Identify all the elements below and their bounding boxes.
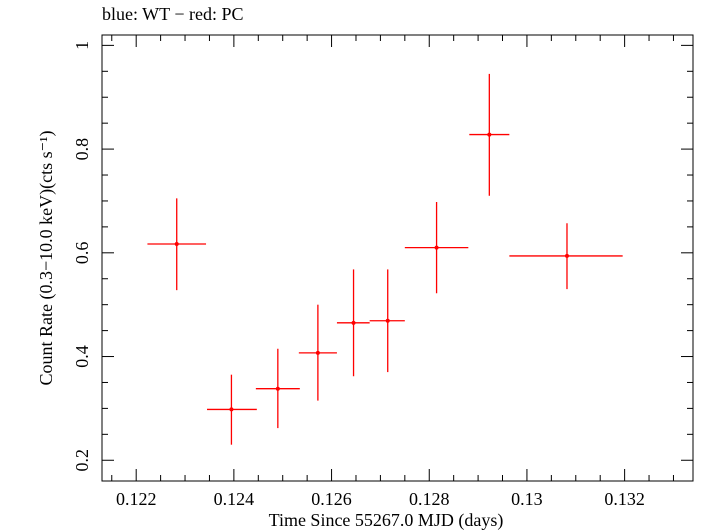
y-tick-label: 0.6 (72, 242, 92, 265)
data-point (369, 269, 405, 373)
data-point (255, 348, 300, 429)
point-marker (315, 350, 320, 355)
x-axis-label: Time Since 55267.0 MJD (days) (269, 510, 504, 531)
x-tick-label: 0.132 (604, 489, 645, 509)
x-tick-label: 0.126 (311, 489, 352, 509)
point-marker (385, 318, 390, 323)
y-tick-label: 0.2 (72, 449, 92, 472)
chart-title: blue: WT − red: PC (102, 4, 243, 24)
x-tick-label: 0.124 (214, 489, 255, 509)
point-marker (174, 241, 179, 246)
y-tick-label: 0.8 (72, 138, 92, 161)
data-point (147, 198, 207, 291)
point-marker (275, 386, 280, 391)
y-axis-ticks (102, 44, 693, 461)
x-tick-label: 0.128 (409, 489, 450, 509)
x-axis-tick-labels: 0.122 0.124 0.126 0.128 0.13 0.132 (116, 489, 645, 509)
y-axis-label: Count Rate (0.3−10.0 keV)(cts s⁻¹) (36, 130, 57, 385)
x-axis-ticks (111, 35, 674, 481)
data-point (207, 374, 257, 445)
data-point (404, 201, 469, 294)
data-point (298, 304, 337, 401)
data-point (509, 223, 623, 290)
data-point (336, 269, 370, 377)
point-marker (229, 407, 234, 412)
x-tick-label: 0.122 (116, 489, 157, 509)
y-tick-label: 1 (72, 41, 92, 50)
y-axis-tick-labels: 0.2 0.4 0.6 0.8 1 (72, 41, 92, 472)
point-marker (487, 132, 492, 137)
data-series-pc (147, 73, 623, 445)
data-point (469, 73, 510, 196)
point-marker (351, 320, 356, 325)
plot-frame (101, 34, 694, 482)
y-tick-label: 0.4 (72, 345, 92, 368)
point-marker (434, 245, 439, 250)
point-marker (564, 253, 569, 258)
x-tick-label: 0.13 (511, 489, 543, 509)
